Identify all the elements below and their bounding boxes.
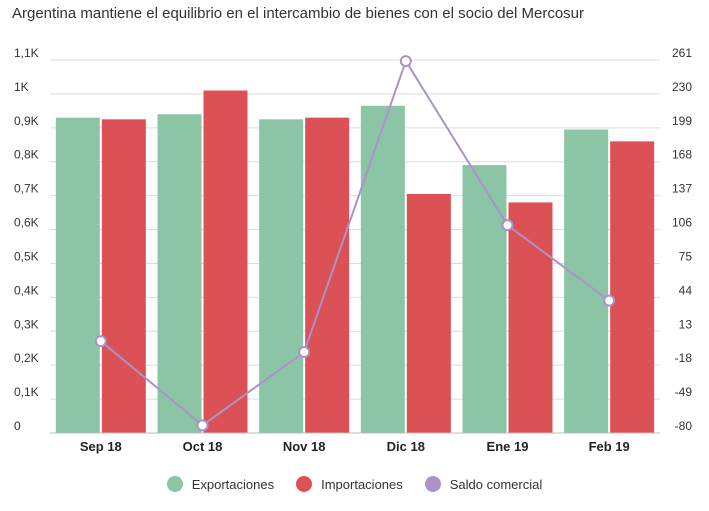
y-right-tick-label: 230 bbox=[672, 80, 692, 94]
x-tick-label: Nov 18 bbox=[283, 439, 326, 454]
legend-label: Importaciones bbox=[321, 476, 403, 492]
bar-importaciones bbox=[101, 119, 146, 433]
x-tick-label: Dic 18 bbox=[387, 439, 425, 454]
bar-importaciones bbox=[305, 117, 350, 434]
y-left-tick-label: 0,4K bbox=[14, 283, 39, 297]
y-left-tick-label: 0,9K bbox=[14, 114, 39, 128]
x-tick-label: Oct 18 bbox=[183, 439, 223, 454]
chart-title: Argentina mantiene el equilibrio en el i… bbox=[12, 5, 584, 22]
y-right-tick-label: 75 bbox=[679, 249, 693, 263]
y-left-tick-label: 0,5K bbox=[14, 249, 39, 263]
chart-legend: Exportaciones Importaciones Saldo comerc… bbox=[0, 476, 709, 492]
point-saldo-comercial bbox=[298, 346, 311, 359]
chart-plot: 0 0,1K 0,2K 0,3K 0,4K 0,5K 0,6K 0,7K 0,8K 0,9K 1K 1… bbox=[14, 46, 693, 454]
y-left-tick-label: 1,1K bbox=[14, 46, 39, 60]
bar-importaciones bbox=[203, 90, 248, 433]
y-left-tick-label: 1K bbox=[14, 80, 29, 94]
point-saldo-comercial bbox=[603, 294, 616, 307]
bar-importaciones bbox=[406, 193, 451, 433]
legend-item-importaciones[interactable]: Importaciones bbox=[296, 476, 403, 492]
bar-exportaciones bbox=[55, 117, 100, 434]
x-tick-label: Feb 19 bbox=[589, 439, 630, 454]
y-right-tick-label: -49 bbox=[675, 385, 693, 399]
point-saldo-comercial bbox=[94, 335, 107, 348]
bar-exportaciones bbox=[462, 165, 507, 434]
bar-exportaciones bbox=[259, 119, 304, 433]
bar-exportaciones bbox=[564, 129, 609, 433]
legend-item-exportaciones[interactable]: Exportaciones bbox=[166, 476, 275, 492]
bar-exportaciones bbox=[157, 114, 202, 433]
legend-swatch bbox=[424, 476, 441, 492]
y-right-tick-label: -80 bbox=[675, 419, 693, 433]
y-left-tick-label: 0 bbox=[14, 419, 21, 433]
legend-swatch bbox=[166, 476, 183, 492]
y-left-tick-label: 0,2K bbox=[14, 351, 39, 365]
point-saldo-comercial bbox=[501, 219, 514, 232]
y-right-tick-label: 168 bbox=[672, 148, 692, 162]
x-tick-label: Sep 18 bbox=[80, 439, 122, 454]
y-right-tick-label: 199 bbox=[672, 114, 692, 128]
series-line-saldo-comercial bbox=[100, 58, 610, 427]
bar-importaciones bbox=[508, 202, 553, 433]
legend-item-saldo-comercial[interactable]: Saldo comercial bbox=[424, 476, 543, 492]
x-tick-label: Ene 19 bbox=[487, 439, 529, 454]
bar-exportaciones bbox=[360, 105, 405, 433]
legend-label: Exportaciones bbox=[191, 476, 275, 492]
y-right-tick-label: 13 bbox=[679, 317, 693, 331]
bar-importaciones bbox=[610, 141, 655, 433]
point-saldo-comercial bbox=[196, 419, 209, 432]
y-left-tick-label: 0,6K bbox=[14, 216, 39, 230]
y-left-tick-label: 0,7K bbox=[14, 182, 39, 196]
legend-label: Saldo comercial bbox=[449, 476, 543, 492]
point-saldo-comercial bbox=[399, 55, 412, 68]
y-left-tick-label: 0,8K bbox=[14, 148, 39, 162]
y-right-tick-label: 261 bbox=[672, 46, 692, 60]
y-right-tick-label: 106 bbox=[672, 216, 692, 230]
legend-swatch bbox=[296, 476, 313, 492]
y-left-tick-label: 0,3K bbox=[14, 317, 39, 331]
y-right-tick-label: 44 bbox=[679, 283, 693, 297]
y-right-tick-label: -18 bbox=[675, 351, 693, 365]
y-left-tick-label: 0,1K bbox=[14, 385, 39, 399]
y-right-tick-label: 137 bbox=[672, 182, 692, 196]
